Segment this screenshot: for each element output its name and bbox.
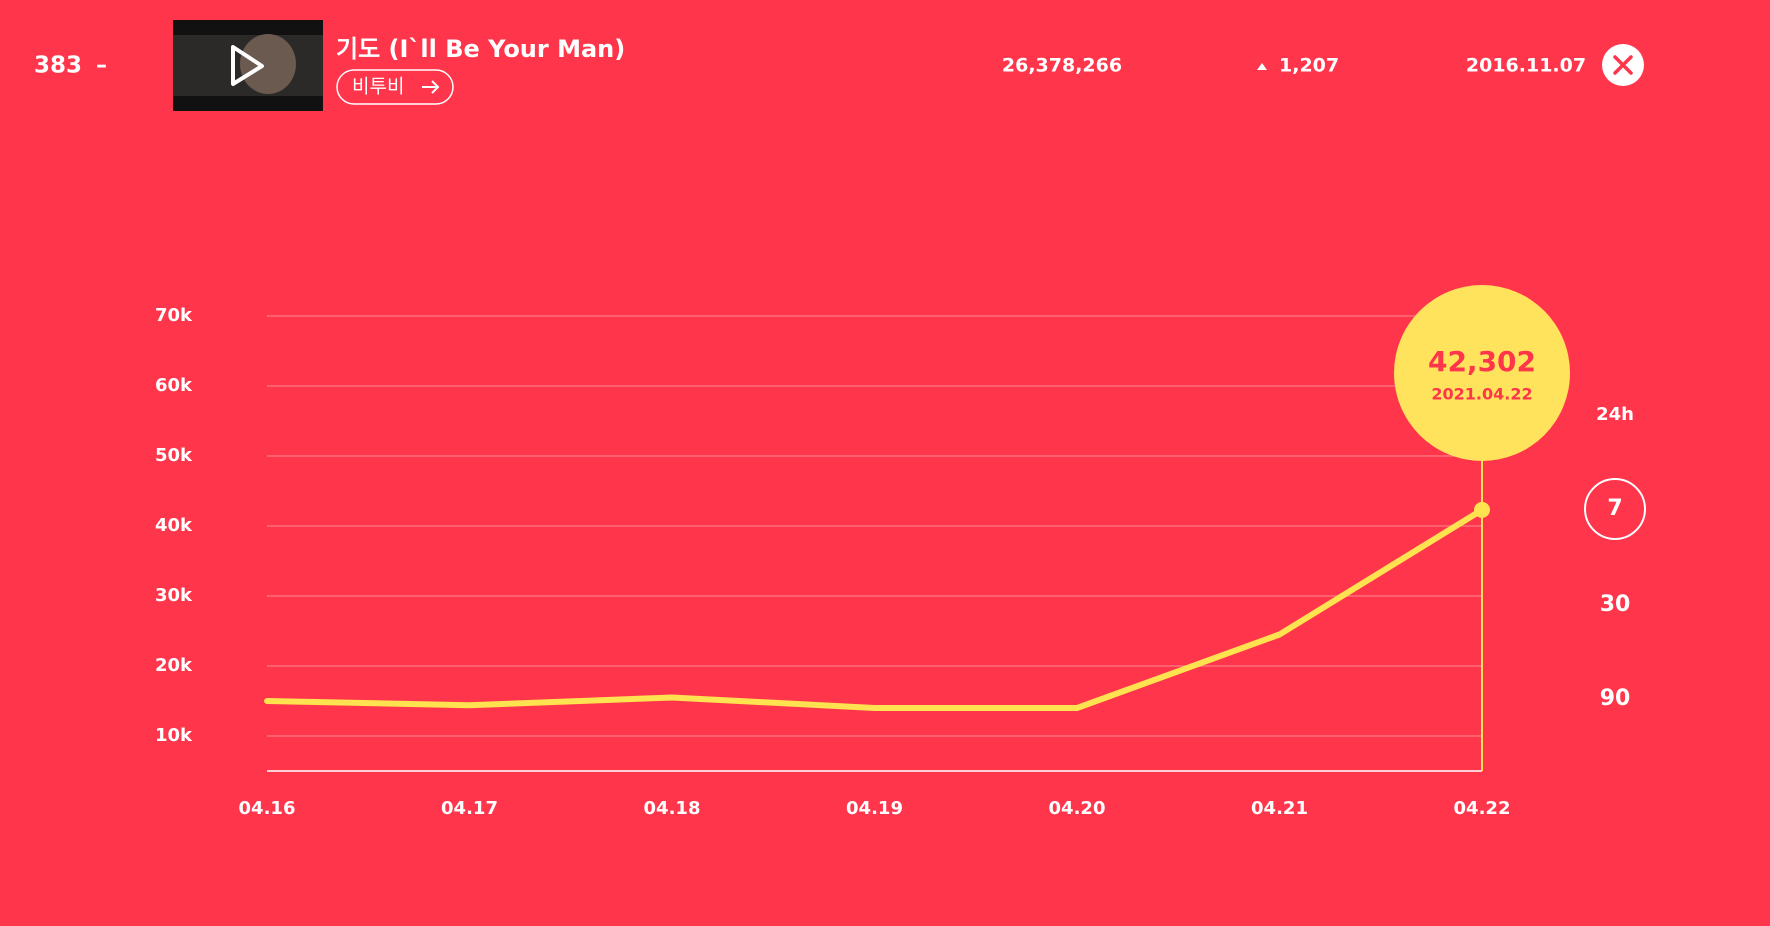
tooltip-value: 42,302	[1428, 345, 1536, 378]
period-option[interactable]: 30	[1600, 592, 1631, 617]
release-date: 2016.11.07	[1466, 55, 1586, 77]
y-tick-label: 50k	[155, 445, 193, 466]
y-tick-label: 20k	[155, 655, 193, 676]
song-title: 기도 (I`ll Be Your Man)	[336, 35, 625, 63]
x-tick-label: 04.17	[441, 798, 498, 819]
x-tick-label: 04.21	[1251, 798, 1308, 819]
artist-button[interactable]: 비투비	[336, 69, 454, 105]
delta: 1,207	[1279, 55, 1339, 77]
period-option[interactable]: 90	[1600, 686, 1631, 711]
rank-change: –	[96, 53, 107, 78]
x-tick-label: 04.16	[239, 798, 296, 819]
period-option[interactable]: 7	[1607, 496, 1622, 521]
up-arrow	[1257, 63, 1267, 70]
period-selected-ring	[1584, 478, 1646, 540]
x-tick-label: 04.18	[644, 798, 701, 819]
y-tick-label: 60k	[155, 375, 193, 396]
line	[264, 506, 1485, 711]
thumbnail-face	[240, 34, 296, 94]
y-tick-label: 70k	[155, 305, 193, 326]
tooltip-date: 2021.04.22	[1431, 385, 1532, 404]
artist-name: 비투비	[352, 76, 404, 98]
total-count: 26,378,266	[1002, 55, 1122, 77]
artist-pill	[336, 69, 454, 105]
thumbnail[interactable]	[173, 20, 323, 111]
y-tick-label: 40k	[155, 515, 193, 536]
x-tick-label: 04.20	[1049, 798, 1106, 819]
play-icon	[231, 45, 264, 86]
y-tick-label: 30k	[155, 585, 193, 606]
artist-arrow	[422, 80, 440, 94]
y-tick-label: 10k	[155, 725, 193, 746]
tooltip-bubble	[1394, 285, 1570, 461]
rank: 383	[34, 53, 82, 79]
point	[1474, 501, 1490, 518]
period-option[interactable]: 24h	[1596, 404, 1634, 425]
x-tick-label: 04.22	[1454, 798, 1511, 819]
x-tick-label: 04.19	[846, 798, 903, 819]
close-icon	[1613, 55, 1633, 75]
close-button[interactable]	[1602, 44, 1644, 86]
